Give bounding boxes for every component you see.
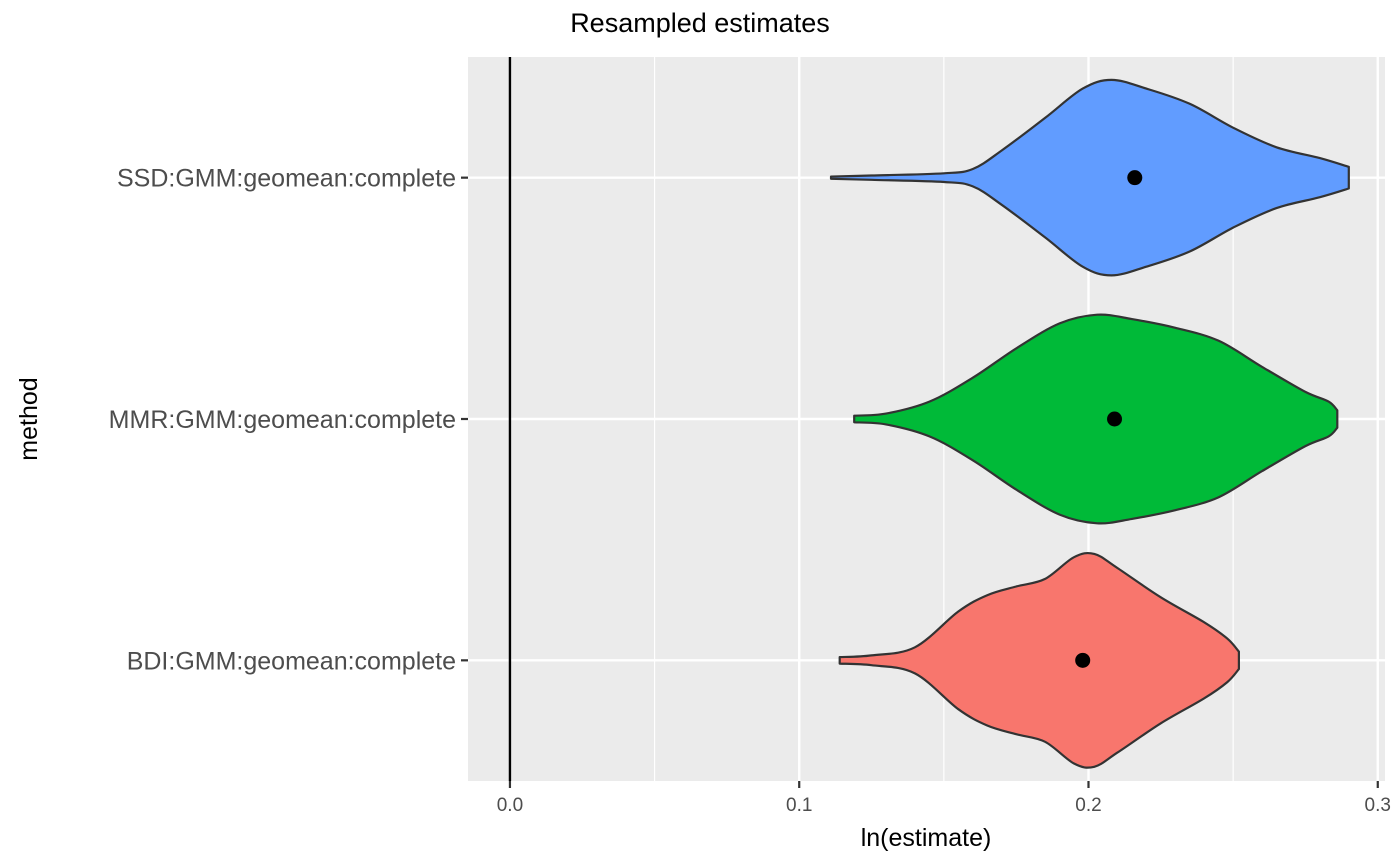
- x-tick-label: 0.3: [1365, 795, 1391, 816]
- point-estimate-bdi: [1075, 652, 1091, 668]
- y-tick-label: MMR:GMM:geomean:complete: [109, 406, 456, 434]
- point-estimate-ssd: [1127, 170, 1143, 186]
- point-estimate-mmr: [1107, 411, 1123, 427]
- y-tick-label: BDI:GMM:geomean:complete: [127, 647, 456, 675]
- x-axis-title: ln(estimate): [861, 824, 992, 852]
- point-estimates: [1075, 170, 1143, 668]
- chart-title: Resampled estimates: [570, 8, 830, 38]
- x-tick-label: 0.1: [786, 795, 812, 816]
- x-axis: 0.0 0.1 0.2 0.3: [497, 781, 1391, 816]
- x-tick-label: 0.0: [497, 795, 523, 816]
- violin-mmr: [853, 313, 1339, 525]
- violin-bdi: [838, 551, 1240, 769]
- violins: [829, 78, 1350, 769]
- y-axis: BDI:GMM:geomean:complete MMR:GMM:geomean:…: [109, 165, 468, 675]
- violin-ssd: [829, 78, 1350, 277]
- y-tick-label: SSD:GMM:geomean:complete: [117, 165, 456, 193]
- x-tick-label: 0.2: [1075, 795, 1101, 816]
- y-axis-title: method: [15, 377, 43, 460]
